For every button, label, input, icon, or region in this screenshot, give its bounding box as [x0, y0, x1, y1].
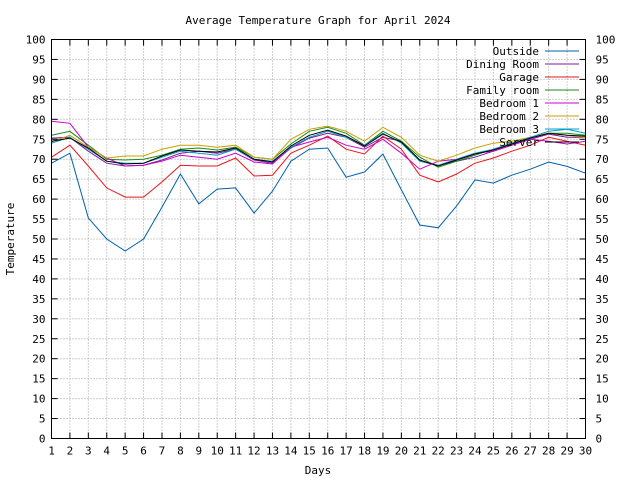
x-axis-label: Days [305, 464, 332, 477]
series-line-garage [51, 135, 586, 198]
y-tick-label-left: 0 [39, 433, 46, 446]
x-tick-label: 15 [303, 445, 316, 458]
y-tick-label-right: 40 [596, 273, 609, 286]
x-tick-label: 19 [376, 445, 389, 458]
y-tick-label-left: 45 [32, 253, 45, 266]
y-tick-label-left: 30 [32, 313, 45, 326]
x-tick-label: 26 [505, 445, 518, 458]
y-tick-label-right: 100 [596, 34, 616, 47]
x-tick-label: 22 [432, 445, 445, 458]
y-tick-label-left: 10 [32, 393, 45, 406]
legend-label-outside: Outside [493, 45, 539, 58]
x-tick-label: 2 [67, 445, 74, 458]
x-tick-label: 14 [284, 445, 298, 458]
y-tick-label-right: 10 [596, 393, 609, 406]
x-tick-label: 27 [524, 445, 537, 458]
series-lines [51, 120, 586, 252]
series-line-outside [51, 147, 586, 252]
x-tick-label: 9 [195, 445, 202, 458]
y-tick-label-right: 45 [596, 253, 609, 266]
y-tick-label-right: 35 [596, 293, 609, 306]
y-tick-label-left: 35 [32, 293, 45, 306]
x-tick-label: 7 [159, 445, 166, 458]
x-tick-label: 6 [140, 445, 147, 458]
legend-label-bedroom-3: Bedroom 3 [479, 123, 539, 136]
y-tick-label-right: 15 [596, 373, 609, 386]
x-tick-label: 24 [468, 445, 482, 458]
y-tick-label-right: 95 [596, 53, 609, 66]
grid-lines [51, 39, 586, 439]
x-tick-label: 11 [229, 445, 242, 458]
y-tick-label-right: 60 [596, 193, 609, 206]
y-tick-label-left: 15 [32, 373, 45, 386]
y-tick-label-left: 100 [26, 34, 46, 47]
series-line-server [51, 129, 586, 167]
y-tick-label-left: 85 [32, 93, 45, 106]
series-line-bedroom-2 [51, 125, 586, 162]
x-tick-label: 5 [122, 445, 129, 458]
y-tick-label-left: 55 [32, 213, 45, 226]
y-tick-label-left: 75 [32, 133, 45, 146]
x-tick-label: 8 [177, 445, 184, 458]
y-tick-label-left: 60 [32, 193, 45, 206]
y-tick-label-left: 50 [32, 233, 45, 246]
y-tick-label-right: 25 [596, 333, 609, 346]
y-tick-label-right: 0 [596, 433, 603, 446]
y-tick-label-right: 75 [596, 133, 609, 146]
y-tick-label-left: 95 [32, 53, 45, 66]
x-tick-label: 13 [266, 445, 279, 458]
x-tick-label: 12 [247, 445, 260, 458]
x-tick-label: 4 [103, 445, 110, 458]
x-tick-label: 21 [413, 445, 426, 458]
x-tick-label: 28 [542, 445, 555, 458]
y-tick-label-left: 80 [32, 113, 45, 126]
y-tick-label-left: 20 [32, 353, 45, 366]
y-tick-label-right: 30 [596, 313, 609, 326]
legend-label-garage: Garage [499, 71, 539, 84]
y-tick-label-left: 90 [32, 73, 45, 86]
y-tick-label-left: 5 [39, 413, 46, 426]
y-tick-label-left: 65 [32, 173, 45, 186]
x-tick-label: 30 [579, 445, 592, 458]
y-tick-label-right: 55 [596, 213, 609, 226]
x-tick-label: 23 [450, 445, 463, 458]
series-line-bedroom-1 [51, 120, 586, 170]
x-tick-label: 25 [487, 445, 500, 458]
y-tick-label-left: 70 [32, 153, 45, 166]
legend-label-server: Server [499, 136, 539, 149]
x-tick-label: 3 [85, 445, 92, 458]
legend-label-family-room: Family room [466, 84, 539, 97]
y-tick-label-right: 70 [596, 153, 609, 166]
x-tick-label: 20 [395, 445, 408, 458]
legend-label-bedroom-1: Bedroom 1 [479, 97, 539, 110]
y-tick-label-right: 20 [596, 353, 609, 366]
y-tick-label-right: 5 [596, 413, 603, 426]
y-tick-label-right: 50 [596, 233, 609, 246]
x-tick-label: 18 [358, 445, 371, 458]
y-tick-label-left: 25 [32, 333, 45, 346]
x-tick-label: 10 [211, 445, 224, 458]
y-tick-label-right: 65 [596, 173, 609, 186]
x-tick-label: 29 [560, 445, 573, 458]
x-tick-label: 1 [48, 445, 55, 458]
legend-label-dining-room: Dining Room [466, 58, 539, 71]
legend-label-bedroom-2: Bedroom 2 [479, 110, 539, 123]
y-tick-label-right: 85 [596, 93, 609, 106]
x-tick-label: 16 [321, 445, 334, 458]
chart-title: Average Temperature Graph for April 2024 [186, 14, 451, 27]
x-tick-label: 17 [339, 445, 352, 458]
y-tick-label-right: 90 [596, 73, 609, 86]
y-tick-label-right: 80 [596, 113, 609, 126]
y-tick-label-left: 40 [32, 273, 45, 286]
y-axis-label: Temperature [4, 203, 17, 276]
